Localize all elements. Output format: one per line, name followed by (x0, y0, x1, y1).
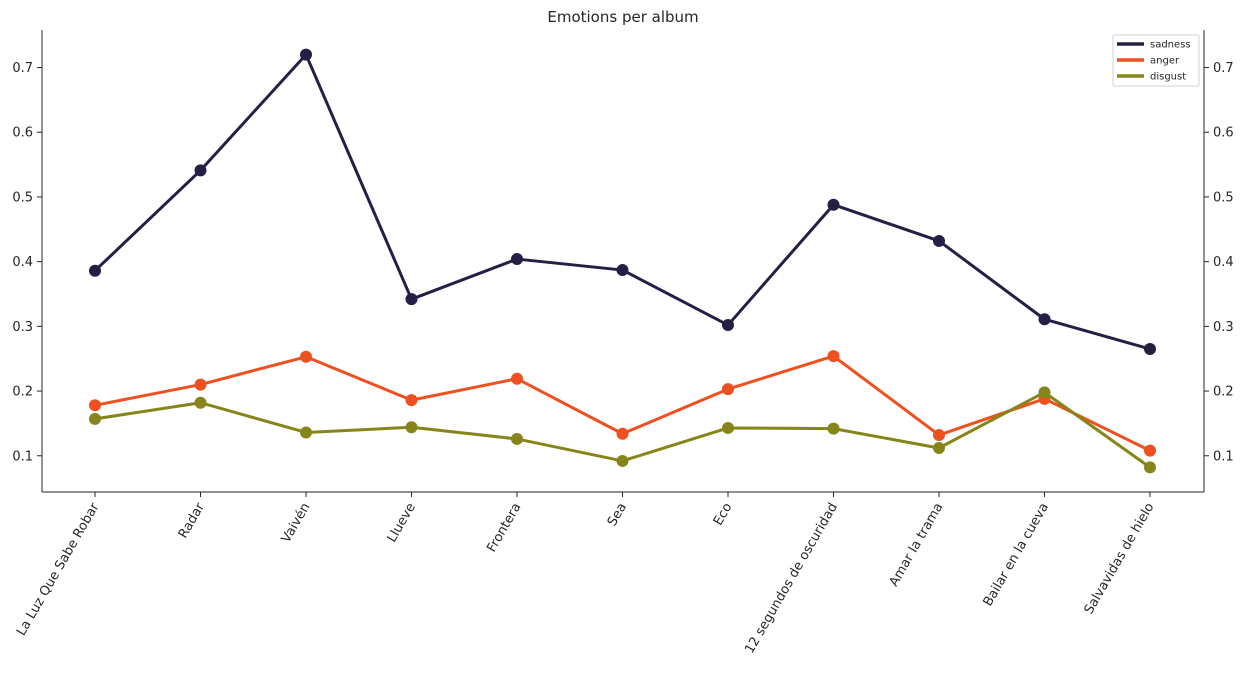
data-point-anger (1144, 444, 1156, 457)
axes: 0.1 0.1 0.2 0.2 0.3 0.3 0.4 0.4 0.5 0.5 0.6 0.6 0.7 0… (12, 30, 1234, 657)
y-tick-label-left: 0.6 (12, 126, 33, 141)
y-tick-label-left: 0.5 (12, 190, 33, 205)
data-point-disgust (300, 426, 312, 439)
data-point-anger (722, 383, 734, 396)
x-tick-label: Amar la trama (887, 501, 947, 590)
x-tick-label: 12 segundos de oscuridad (742, 501, 841, 657)
y-tick-label-right: 0.4 (1213, 255, 1234, 270)
x-tick-label: Sea (605, 501, 630, 529)
data-point-anger (194, 378, 207, 391)
data-point-anger (616, 427, 629, 440)
data-point-anger (933, 429, 945, 442)
data-point-sadness (511, 253, 523, 266)
data-point-sadness (194, 164, 207, 177)
y-tick-label-right: 0.5 (1213, 190, 1234, 205)
data-point-sadness (933, 234, 945, 247)
data-point-disgust (827, 422, 840, 435)
data-point-disgust (933, 442, 945, 454)
data-point-disgust (1144, 461, 1156, 474)
y-tick-label-left: 0.2 (12, 385, 33, 400)
chart-title: Emotions per album (547, 8, 698, 26)
data-point-disgust (616, 454, 629, 467)
y-tick-label-left: 0.3 (12, 320, 33, 335)
series-sadness (89, 48, 1156, 355)
y-tick-label-right: 0.7 (1213, 61, 1234, 76)
y-tick-label-right: 0.6 (1213, 126, 1234, 141)
data-point-disgust (722, 421, 734, 434)
legend-box (1112, 34, 1200, 87)
x-tick-label: Vaivén (279, 501, 314, 546)
y-tick-label-right: 0.2 (1213, 385, 1234, 400)
data-point-sadness (1038, 313, 1051, 326)
y-tick-label-right: 0.3 (1213, 320, 1234, 335)
data-point-anger (300, 350, 312, 363)
series-line-sadness (93, 53, 1151, 351)
legend-label-anger: anger (1150, 56, 1180, 67)
x-tick-label: Radar (176, 500, 208, 541)
data-point-anger (827, 350, 840, 363)
data-point-disgust (194, 396, 207, 409)
legend-label-disgust: disgust (1150, 72, 1186, 83)
data-point-sadness (827, 198, 840, 211)
x-tick-label: La Luz Que Sabe Robar (14, 500, 103, 639)
data-point-anger (511, 372, 523, 385)
y-tick-label-left: 0.4 (12, 255, 33, 270)
series-layer (89, 48, 1156, 474)
y-tick-label-right: 0.1 (1213, 449, 1234, 464)
data-point-sadness (616, 264, 629, 277)
x-tick-label: Llueve (385, 501, 419, 546)
data-point-sadness (89, 264, 101, 277)
data-point-disgust (89, 412, 101, 425)
data-point-anger (405, 394, 418, 407)
y-tick-label-left: 0.7 (12, 61, 33, 76)
x-tick-label: Frontera (484, 501, 524, 555)
data-point-sadness (405, 293, 418, 306)
data-point-sadness (722, 319, 734, 332)
data-point-anger (89, 399, 101, 412)
series-anger (89, 350, 1156, 457)
data-point-disgust (1038, 386, 1051, 399)
data-point-disgust (405, 421, 418, 434)
data-point-sadness (1144, 343, 1156, 355)
x-tick-label: Bailar en la cueva (981, 501, 1052, 610)
legend: sadness anger disgust (1112, 34, 1200, 87)
data-point-sadness (300, 48, 312, 61)
x-tick-label: Salvavidas de hielo (1082, 500, 1158, 616)
legend-label-sadness: sadness (1150, 40, 1191, 51)
y-tick-label-left: 0.1 (12, 449, 33, 464)
data-point-disgust (511, 432, 523, 445)
x-tick-label: Eco (711, 500, 736, 528)
series-disgust (89, 386, 1156, 474)
